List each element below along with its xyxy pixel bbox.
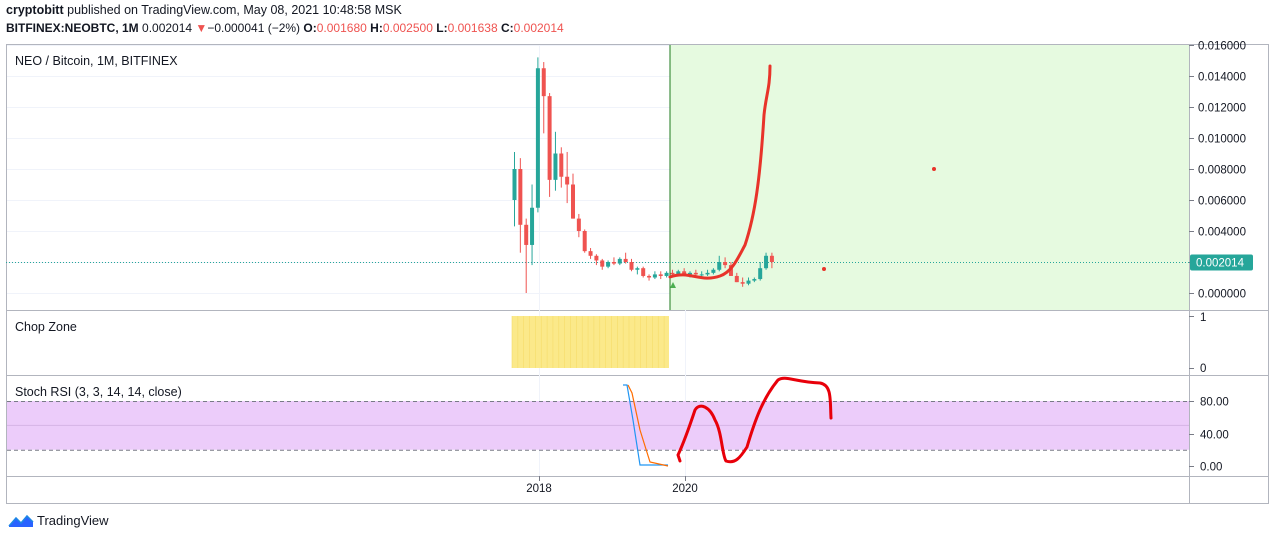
- candle-body: [600, 260, 605, 267]
- published-text: published on TradingView.com, May 08, 20…: [63, 3, 402, 17]
- stoch-tick-label: 80.00: [1200, 397, 1229, 409]
- candle-body: [623, 258, 628, 262]
- candle-body: [635, 268, 640, 270]
- price-tick-label: 0.010000: [1198, 134, 1246, 146]
- candle-body: [688, 272, 692, 275]
- candle-body: [582, 231, 587, 252]
- time-label-2020: 2020: [672, 483, 698, 495]
- candle-body: [576, 218, 581, 231]
- price-tick-label: 0.014000: [1198, 72, 1246, 84]
- symbol-label: BITFINEX:NEOBTC, 1M: [6, 21, 139, 35]
- open-key: O:: [303, 21, 317, 35]
- target-zone-rect[interactable]: [670, 45, 1189, 310]
- price-tick-label: 0.016000: [1198, 41, 1246, 53]
- candle-body: [693, 272, 698, 275]
- candle-body: [547, 96, 552, 180]
- chop-axis-label-1: 1: [1200, 312, 1206, 324]
- drawing-dot-1[interactable]: [822, 267, 826, 271]
- chart-canvas[interactable]: 0.0000000.0020000.0040000.0060000.008000…: [0, 0, 1273, 510]
- low-value: 0.001638: [447, 21, 498, 35]
- candle-body: [518, 169, 523, 225]
- price-pane-title: NEO / Bitcoin, 1M, BITFINEX: [15, 54, 178, 68]
- last-price-tag-text: 0.002014: [1196, 258, 1245, 270]
- candle-body: [699, 274, 704, 276]
- stoch-axis: 80.00 40.00 0.00: [1189, 397, 1229, 474]
- stoch-tick-label: 0.00: [1200, 462, 1222, 474]
- candle-body: [617, 258, 622, 264]
- candle-body: [512, 169, 517, 200]
- close-key: C:: [500, 21, 514, 35]
- candle-body: [594, 255, 599, 261]
- price-tick-label: 0.000000: [1198, 289, 1246, 301]
- candle-body: [658, 274, 663, 276]
- candle-body: [676, 271, 681, 275]
- candle-body: [647, 275, 652, 278]
- buy-signal-icon: [670, 282, 676, 288]
- price-change: −0.000041 (−2%): [207, 21, 301, 35]
- chart-frame: [6, 44, 1269, 504]
- candle-body: [606, 262, 611, 267]
- chop-zone-title: Chop Zone: [15, 320, 77, 334]
- candle-body: [752, 279, 757, 281]
- candles: [512, 57, 774, 293]
- price-tick-label: 0.012000: [1198, 103, 1246, 115]
- candle-body: [588, 251, 593, 256]
- candle-body: [553, 153, 558, 180]
- stoch-rsi-title: Stoch RSI (3, 3, 14, 14, close): [15, 385, 182, 399]
- high-key: H:: [370, 21, 383, 35]
- drawing-dot-2[interactable]: [932, 167, 936, 171]
- candle-body: [769, 255, 774, 262]
- candle-body: [530, 207, 535, 245]
- candle-body: [565, 176, 570, 185]
- open-value: 0.001680: [316, 21, 367, 35]
- high-value: 0.002500: [382, 21, 433, 35]
- candle-body: [740, 282, 745, 284]
- price-tick-label: 0.004000: [1198, 227, 1246, 239]
- candle-body: [734, 275, 739, 283]
- drawing-stoch-projection[interactable]: [676, 376, 833, 464]
- last-price-tag: [1190, 254, 1253, 271]
- time-label-2018: 2018: [526, 483, 552, 495]
- price-tick-label: 0.008000: [1198, 165, 1246, 177]
- stoch-k-line: [623, 384, 668, 466]
- candle-body: [664, 272, 669, 276]
- candle-body: [641, 268, 646, 276]
- candle-body: [764, 255, 769, 269]
- candle-body: [728, 265, 733, 276]
- candle-body: [524, 224, 529, 245]
- candle-body: [723, 262, 728, 266]
- chop-zone-block: [512, 316, 669, 368]
- candle-body: [746, 280, 751, 284]
- last-price: 0.002014: [142, 21, 193, 35]
- chop-axis-label-0: 0: [1200, 363, 1206, 375]
- candle-body: [629, 262, 634, 270]
- candle-body: [682, 271, 687, 275]
- ohlc-legend: BITFINEX:NEOBTC, 1M 0.002014 ▼−0.000041 …: [6, 21, 564, 35]
- candle-body: [705, 272, 710, 275]
- candle-body: [611, 262, 616, 264]
- publish-info: cryptobitt published on TradingView.com,…: [6, 3, 402, 17]
- candle-body: [652, 274, 657, 278]
- candle-body: [535, 68, 540, 208]
- candle-body: [758, 268, 763, 280]
- candle-body: [559, 153, 564, 177]
- drawing-price-projection[interactable]: [668, 64, 772, 280]
- low-key: L:: [436, 21, 448, 35]
- tradingview-watermark[interactable]: TradingView: [8, 513, 109, 528]
- stoch-d-line: [627, 384, 669, 467]
- candle-body: [717, 262, 722, 270]
- stoch-tick-label: 40.00: [1200, 430, 1229, 442]
- close-value: 0.002014: [513, 21, 564, 35]
- tradingview-logo-icon: [8, 514, 34, 527]
- candle-body: [670, 272, 675, 275]
- tradingview-brand: TradingView: [37, 513, 109, 528]
- price-tick-label: 0.006000: [1198, 196, 1246, 208]
- candle-body: [571, 184, 575, 219]
- candle-body: [541, 68, 546, 97]
- down-arrow-icon: ▼: [195, 21, 208, 35]
- author-name[interactable]: cryptobitt: [6, 3, 64, 17]
- candle-body: [711, 269, 716, 273]
- chop-zone-bars: [511, 316, 665, 368]
